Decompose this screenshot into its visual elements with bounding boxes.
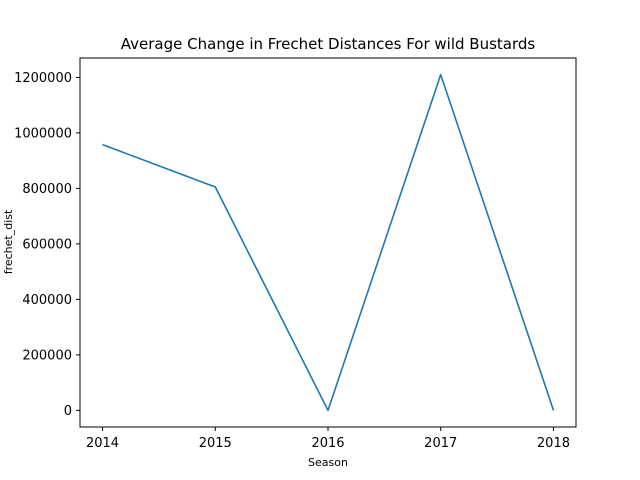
x-tick-label: 2016 xyxy=(311,436,344,451)
x-axis-label: Season xyxy=(308,456,348,469)
y-tick-label: 1200000 xyxy=(14,71,72,86)
x-tick-label: 2018 xyxy=(537,436,570,451)
y-tick-label: 400000 xyxy=(22,293,72,308)
axes-frame xyxy=(79,57,577,428)
y-tick-label: 600000 xyxy=(22,237,72,252)
y-tick-label: 1000000 xyxy=(14,126,72,141)
y-tick-label: 800000 xyxy=(22,182,72,197)
plot-area: 2014 2015 2016 2017 2018 0 200000 400000 600000 8… xyxy=(14,57,577,451)
x-tick-label: 2014 xyxy=(86,436,119,451)
chart-title: Average Change in Frechet Distances For … xyxy=(121,35,536,53)
y-axis-label: frechet_dist xyxy=(2,209,15,274)
y-tick-label: 0 xyxy=(64,404,72,419)
y-tick-label: 200000 xyxy=(22,348,72,363)
x-tick-label: 2017 xyxy=(424,436,457,451)
x-tick-label: 2015 xyxy=(199,436,232,451)
series-line-0 xyxy=(102,73,555,412)
